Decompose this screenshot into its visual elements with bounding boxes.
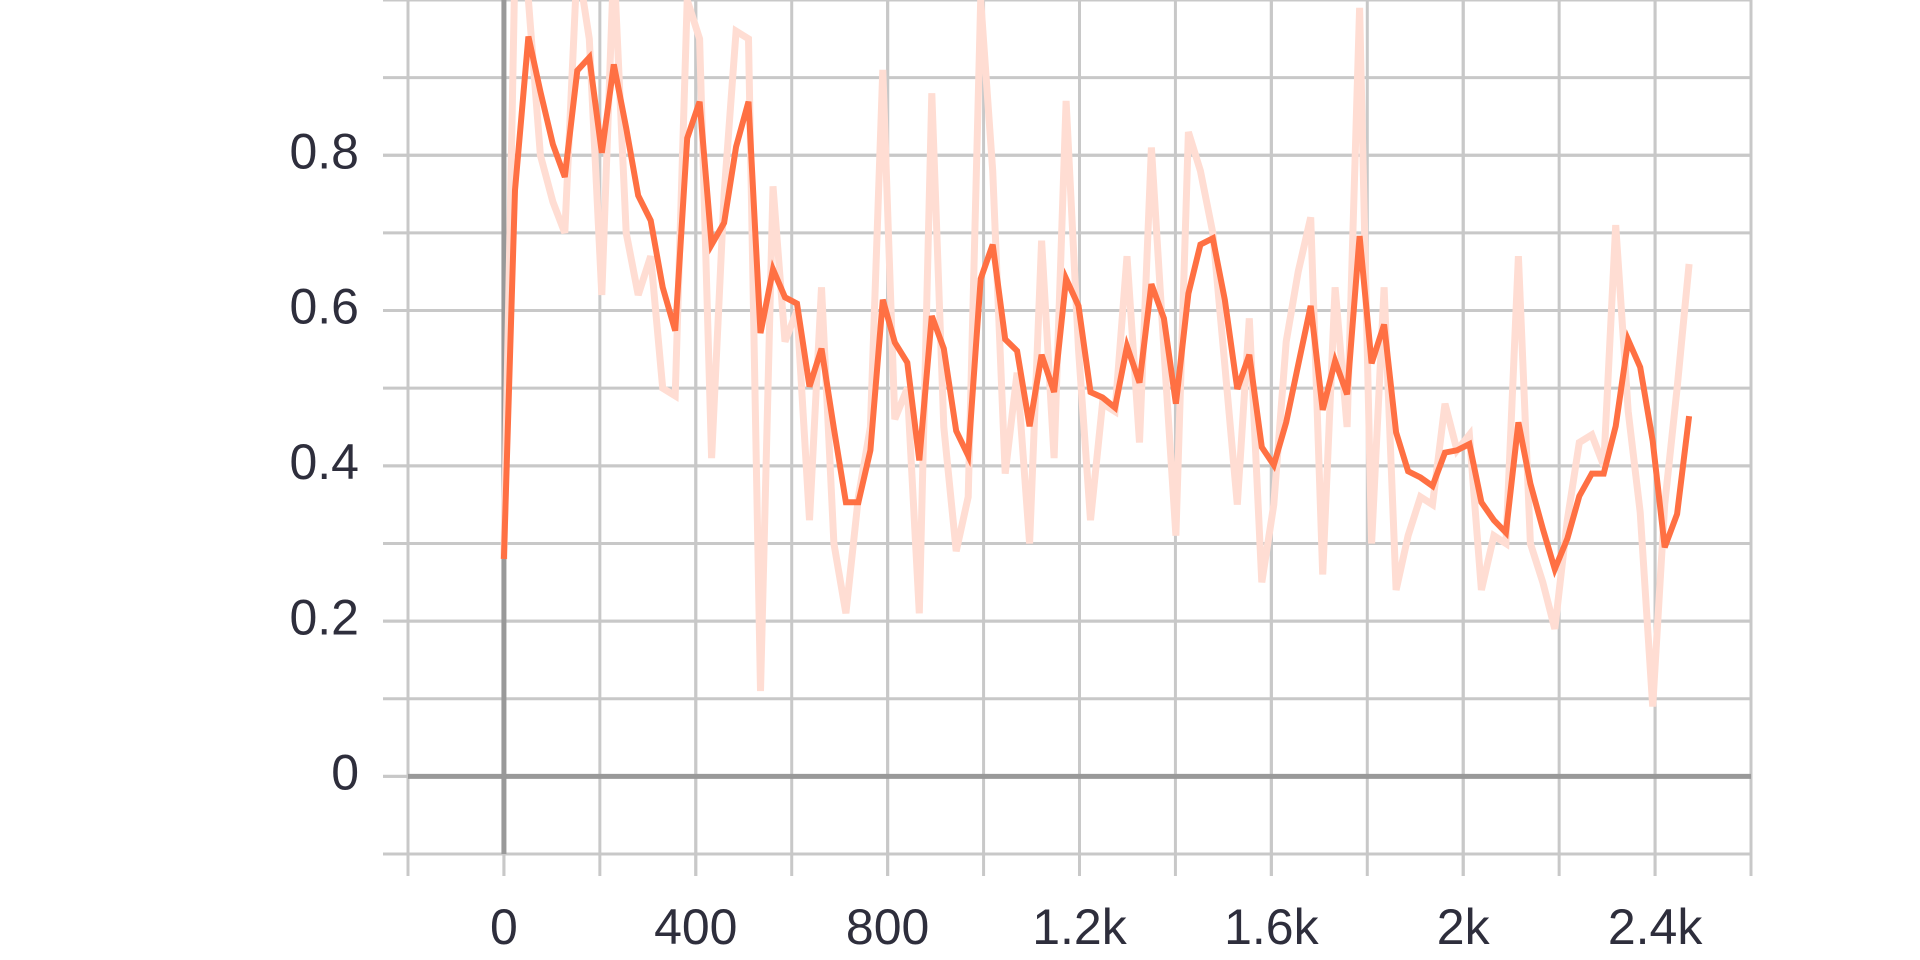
x-tick-label: 800: [846, 899, 929, 955]
y-tick-label: 0.8: [289, 123, 359, 179]
y-tick-label: 0: [331, 745, 359, 801]
x-tick-label: 400: [654, 899, 737, 955]
x-tick-label: 2k: [1437, 899, 1491, 955]
series-line: [500, 0, 1693, 707]
x-tick-label: 2.4k: [1608, 899, 1704, 955]
series-line: [500, 35, 1693, 579]
y-tick-label: 0.2: [289, 589, 359, 645]
y-tick-label: 0.6: [289, 279, 359, 335]
y-tick-label: 0.4: [289, 434, 359, 490]
x-tick-label: 1.2k: [1032, 899, 1128, 955]
x-tick-label: 1.6k: [1224, 899, 1320, 955]
x-tick-label: 0: [490, 899, 518, 955]
